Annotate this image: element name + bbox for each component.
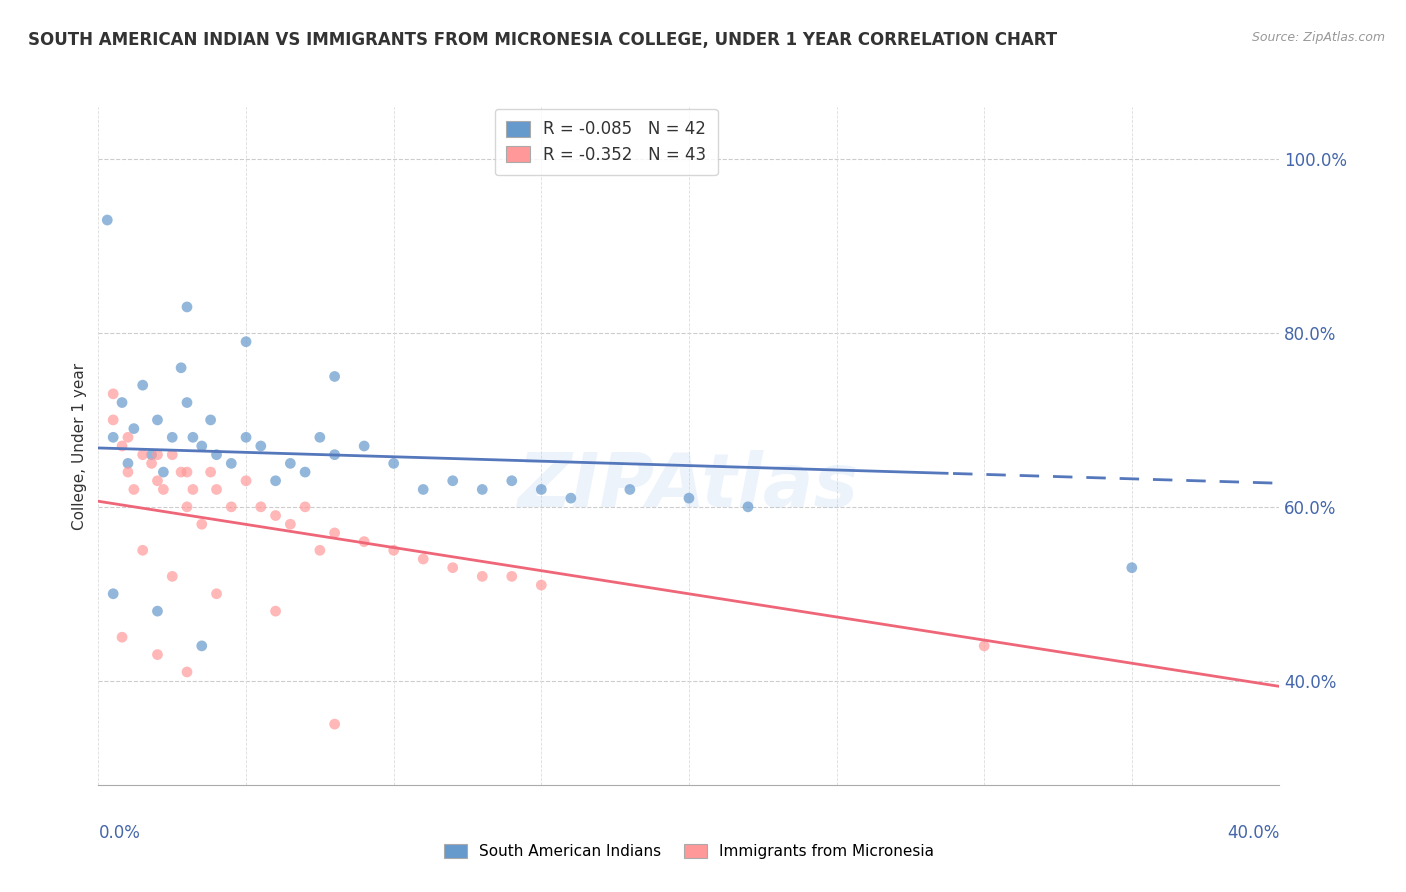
Point	[530, 483, 553, 497]
Point	[221, 456, 243, 470]
Point	[973, 639, 995, 653]
Text: 40.0%: 40.0%	[1227, 824, 1279, 842]
Point	[162, 430, 183, 444]
Point	[122, 422, 145, 436]
Point	[235, 334, 257, 349]
Point	[309, 430, 332, 444]
Point	[146, 604, 169, 618]
Text: ZIPAtlas: ZIPAtlas	[519, 450, 859, 524]
Point	[146, 474, 169, 488]
Point	[132, 543, 155, 558]
Point	[441, 560, 464, 574]
Point	[141, 456, 163, 470]
Point	[264, 604, 287, 618]
Point	[441, 474, 464, 488]
Point	[170, 465, 193, 479]
Point	[111, 630, 134, 644]
Point	[170, 360, 193, 375]
Point	[323, 448, 346, 462]
Text: SOUTH AMERICAN INDIAN VS IMMIGRANTS FROM MICRONESIA COLLEGE, UNDER 1 YEAR CORREL: SOUTH AMERICAN INDIAN VS IMMIGRANTS FROM…	[28, 31, 1057, 49]
Point	[146, 413, 169, 427]
Point	[1121, 560, 1143, 574]
Point	[162, 569, 183, 583]
Point	[205, 483, 228, 497]
Point	[176, 500, 198, 514]
Point	[132, 378, 155, 392]
Point	[678, 491, 700, 505]
Y-axis label: College, Under 1 year: College, Under 1 year	[72, 362, 87, 530]
Point	[471, 483, 494, 497]
Point	[278, 456, 302, 470]
Point	[152, 483, 174, 497]
Point	[353, 534, 375, 549]
Point	[111, 395, 134, 409]
Point	[560, 491, 582, 505]
Point	[117, 465, 139, 479]
Point	[309, 543, 332, 558]
Point	[146, 648, 169, 662]
Point	[235, 430, 257, 444]
Point	[122, 483, 145, 497]
Point	[250, 500, 273, 514]
Point	[294, 465, 316, 479]
Point	[191, 439, 214, 453]
Point	[382, 543, 405, 558]
Point	[132, 448, 155, 462]
Point	[294, 500, 316, 514]
Point	[737, 500, 759, 514]
Point	[146, 448, 169, 462]
Point	[200, 413, 222, 427]
Point	[96, 213, 118, 227]
Point	[152, 465, 174, 479]
Point	[250, 439, 273, 453]
Text: 0.0%: 0.0%	[98, 824, 141, 842]
Point	[323, 717, 346, 731]
Point	[412, 483, 434, 497]
Point	[619, 483, 641, 497]
Point	[176, 665, 198, 679]
Legend: South American Indians, Immigrants from Micronesia: South American Indians, Immigrants from …	[437, 838, 941, 865]
Point	[103, 413, 125, 427]
Point	[501, 569, 523, 583]
Point	[141, 448, 163, 462]
Point	[353, 439, 375, 453]
Point	[323, 369, 346, 384]
Text: Source: ZipAtlas.com: Source: ZipAtlas.com	[1251, 31, 1385, 45]
Point	[205, 448, 228, 462]
Point	[117, 430, 139, 444]
Point	[117, 456, 139, 470]
Point	[382, 456, 405, 470]
Point	[278, 517, 302, 532]
Point	[111, 439, 134, 453]
Point	[530, 578, 553, 592]
Point	[103, 387, 125, 401]
Point	[191, 639, 214, 653]
Point	[264, 474, 287, 488]
Point	[176, 300, 198, 314]
Point	[323, 525, 346, 540]
Point	[176, 395, 198, 409]
Point	[176, 465, 198, 479]
Point	[235, 474, 257, 488]
Point	[501, 474, 523, 488]
Point	[471, 569, 494, 583]
Point	[221, 500, 243, 514]
Point	[205, 587, 228, 601]
Point	[200, 465, 222, 479]
Point	[181, 483, 204, 497]
Point	[103, 430, 125, 444]
Point	[264, 508, 287, 523]
Point	[412, 552, 434, 566]
Point	[103, 587, 125, 601]
Point	[162, 448, 183, 462]
Point	[181, 430, 204, 444]
Point	[191, 517, 214, 532]
